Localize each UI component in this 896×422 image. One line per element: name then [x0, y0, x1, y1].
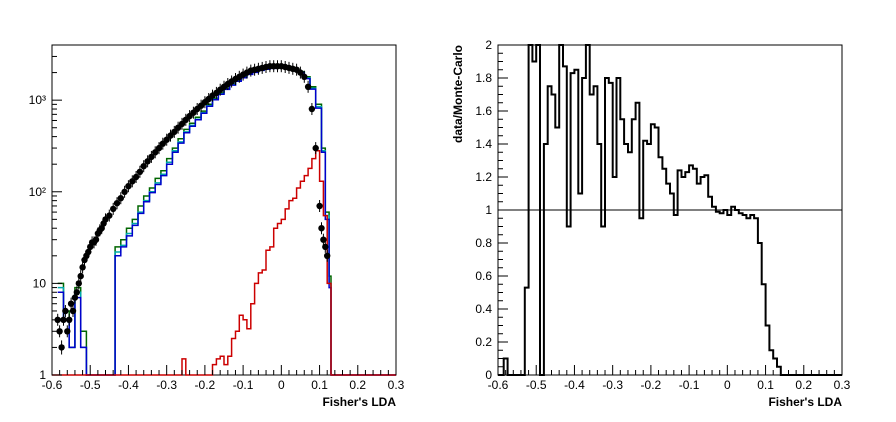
left-data-point	[64, 328, 71, 335]
left-data-point	[308, 105, 316, 113]
left-chart-axes: -0.6 -0.5 -0.4 -0.3 -0.2 -0.1 0 0.1 0.2 0.3 1 10 10²…	[29, 44, 405, 392]
right-x-tick-label: -0.5	[526, 378, 547, 392]
left-data-point	[304, 83, 312, 91]
left-data-point	[312, 144, 319, 152]
left-series-0-line	[57, 66, 396, 376]
left-data-point	[136, 168, 144, 175]
left-plot-frame	[51, 44, 397, 376]
right-x-tick-label: 0	[724, 378, 731, 392]
left-data-point	[318, 225, 325, 232]
left-data-point	[106, 212, 113, 219]
left-x-tick-label: 0	[278, 378, 285, 392]
right-x-tick-label: 0.1	[757, 378, 774, 392]
left-data-point	[62, 307, 69, 315]
right-y-tick-label: 0.4	[475, 302, 492, 316]
right-y-tick-label: 2	[485, 38, 492, 52]
left-data-point	[110, 205, 117, 213]
right-x-tick-label: -0.6	[488, 378, 509, 392]
left-data-point	[171, 128, 178, 136]
right-x-tick-label: 0.3	[834, 378, 851, 392]
right-x-tick-label: -0.4	[564, 378, 585, 392]
right-y-tick-label: 0	[485, 368, 492, 382]
right-x-axis-title: Fisher's LDA	[768, 395, 842, 409]
right-x-tick-label: -0.3	[602, 378, 623, 392]
left-data-point	[125, 183, 132, 190]
left-data-point	[152, 149, 159, 156]
left-data-point	[301, 73, 308, 81]
right-x-tick-label: -0.1	[679, 378, 700, 392]
left-series-3-line	[52, 150, 396, 376]
left-x-tick-label: -0.1	[233, 378, 254, 392]
right-x-tick-label: 0.2	[795, 378, 812, 392]
left-data-point	[159, 140, 166, 147]
left-data-point	[297, 69, 304, 76]
right-chart-axes: -0.6 -0.5 -0.4 -0.3 -0.2 -0.1 0 0.1 0.2 0.3 0 0.2 0.…	[475, 38, 850, 392]
right-y-tick-label: 1.2	[475, 170, 492, 184]
left-x-axis-title: Fisher's LDA	[322, 395, 396, 409]
right-chart-panel: -0.6 -0.5 -0.4 -0.3 -0.2 -0.1 0 0.1 0.2 0.3 0 0.2 0.…	[451, 38, 851, 409]
right-x-tick-label: -0.2	[641, 378, 662, 392]
left-series-2-line	[57, 66, 396, 376]
right-y-tick-label: 1.8	[475, 71, 492, 85]
left-data-point	[178, 120, 186, 128]
left-data-point	[155, 144, 163, 152]
left-data-point	[60, 316, 67, 323]
left-data-point	[58, 344, 65, 351]
left-data-point	[132, 173, 140, 181]
right-y-tick-label: 0.6	[475, 269, 492, 283]
left-x-tick-label: 0.1	[311, 378, 328, 392]
left-x-tick-label: -0.2	[195, 378, 216, 392]
left-data-point	[56, 328, 63, 335]
left-data-point	[69, 307, 77, 315]
right-y-tick-label: 0.2	[475, 335, 492, 349]
right-y-tick-label: 1.4	[475, 137, 492, 151]
left-data-point	[129, 178, 136, 185]
left-x-tick-label: -0.5	[80, 378, 101, 392]
right-y-tick-label: 1.6	[475, 104, 492, 118]
left-y-tick-label: 10³	[29, 93, 46, 107]
right-y-axis-title: data/Monte-Carlo	[451, 45, 465, 143]
left-x-tick-label: 0.2	[349, 378, 366, 392]
right-series-0-line	[498, 44, 842, 376]
left-x-tick-label: 0.3	[388, 378, 405, 392]
left-data-point	[316, 202, 323, 210]
left-data-point	[77, 272, 84, 280]
left-data-point	[324, 252, 331, 259]
right-y-tick-label: 1	[485, 203, 492, 217]
left-series-1-line	[57, 66, 396, 376]
left-data-point	[121, 188, 128, 195]
left-data-point	[140, 163, 147, 170]
left-x-tick-label: -0.3	[156, 378, 177, 392]
left-x-tick-label: -0.4	[118, 378, 139, 392]
left-chart-panel: -0.6 -0.5 -0.4 -0.3 -0.2 -0.1 0 0.1 0.2 0.3 1 10 10²…	[29, 44, 405, 409]
left-data-point	[66, 316, 73, 323]
left-data-point	[117, 195, 125, 202]
right-chart-marks	[498, 44, 842, 376]
left-data-point	[148, 153, 155, 161]
left-y-tick-label: 1	[39, 368, 46, 382]
left-data-point	[144, 158, 151, 165]
left-data-point	[113, 200, 121, 207]
left-chart-marks	[52, 60, 396, 376]
left-data-point	[322, 243, 329, 251]
left-data-point	[54, 316, 61, 323]
left-y-tick-label: 10²	[29, 185, 46, 199]
left-data-point	[73, 289, 81, 296]
left-y-tick-label: 10	[33, 276, 47, 290]
left-x-tick-label: -0.6	[42, 378, 63, 392]
right-y-tick-label: 0.8	[475, 236, 492, 250]
left-data-point	[163, 136, 170, 143]
